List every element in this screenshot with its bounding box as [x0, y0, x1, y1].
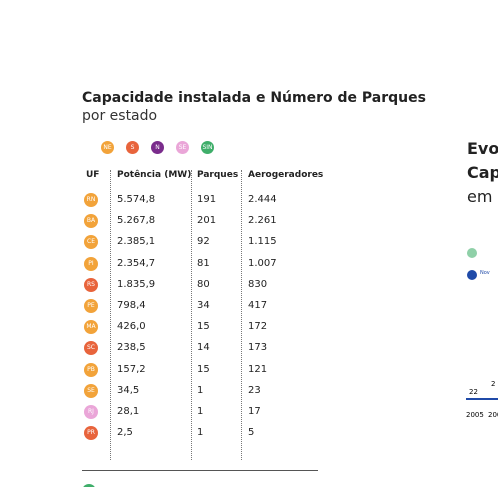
- table-cell: 34: [197, 300, 210, 311]
- table-cell: 15: [197, 321, 210, 333]
- state-badge: BA: [84, 214, 98, 229]
- column-separator: [241, 170, 242, 460]
- legend-marker: SIN: [201, 141, 214, 154]
- table-cell: 2.261: [248, 215, 277, 227]
- legend-dot: [467, 270, 477, 280]
- legend-marker: S: [126, 141, 139, 154]
- state-badge: SE: [84, 383, 98, 398]
- table-cell: 34,5: [117, 384, 140, 396]
- table-cell: 2.354,7: [117, 257, 156, 269]
- partial-icon: [82, 484, 96, 487]
- table-cell: 426,0: [117, 321, 146, 333]
- axis-line: [466, 398, 498, 400]
- table-cell: 2,5: [117, 427, 133, 439]
- table-cell: 81: [197, 257, 210, 269]
- state-badge: PI: [84, 256, 98, 271]
- table-cell: 5.574,8: [117, 194, 156, 205]
- table-cell: 157,2: [117, 363, 146, 375]
- table-cell: 1: [197, 406, 204, 417]
- table-cell: 92: [197, 236, 210, 248]
- subtitle: por estado: [82, 108, 158, 124]
- column-header: Aerogeradores: [248, 170, 324, 180]
- table-cell: 15: [197, 363, 210, 375]
- table-cell: 1: [197, 427, 204, 439]
- table-cell: 2.444: [248, 194, 277, 205]
- state-badge: PB: [84, 362, 98, 377]
- side-value: 22: [469, 388, 478, 396]
- table-cell: 17: [248, 406, 261, 417]
- side-value: 2: [491, 380, 496, 388]
- state-badge: RN: [84, 193, 98, 207]
- table-cell: 121: [248, 363, 268, 375]
- rule: [82, 470, 318, 471]
- table-cell: 80: [197, 278, 210, 290]
- state-badge: RJ: [84, 405, 98, 419]
- table-cell: 238,5: [117, 342, 146, 354]
- table-cell: 173: [248, 342, 268, 354]
- table-cell: 14: [197, 342, 210, 354]
- table-cell: 1.835,9: [117, 278, 156, 290]
- table-cell: 1.115: [248, 236, 277, 248]
- column-header: Potência (MW): [117, 170, 192, 180]
- side-legend: Nov: [480, 270, 490, 276]
- side-title: Evo: [467, 139, 498, 158]
- state-badge: SC: [84, 341, 98, 356]
- table-cell: 798,4: [117, 300, 146, 311]
- column-separator: [191, 170, 192, 460]
- legend-marker: NE: [101, 141, 114, 154]
- side-title: em: [467, 187, 493, 206]
- table-cell: 1.007: [248, 257, 277, 269]
- table-cell: 23: [248, 384, 261, 396]
- table-cell: 201: [197, 215, 217, 227]
- state-badge: RS: [84, 277, 98, 292]
- table-cell: 172: [248, 321, 268, 333]
- legend-marker: N: [151, 141, 164, 154]
- side-title: Cap: [467, 163, 498, 182]
- state-badge: CE: [84, 235, 98, 250]
- table-cell: 417: [248, 300, 268, 311]
- table-cell: 2.385,1: [117, 236, 156, 248]
- table-cell: 191: [197, 194, 217, 205]
- state-badge: PR: [84, 426, 98, 441]
- column-separator: [110, 170, 111, 460]
- table-cell: 28,1: [117, 406, 140, 417]
- title: Capacidade instalada e Número de Parques: [82, 90, 426, 106]
- table-cell: 1: [197, 384, 204, 396]
- legend-marker: SE: [176, 141, 189, 154]
- side-year: 2005: [466, 411, 484, 419]
- table-cell: 5.267,8: [117, 215, 156, 227]
- table-cell: 830: [248, 278, 268, 290]
- state-badge: PE: [84, 299, 98, 313]
- table-cell: 5: [248, 427, 255, 439]
- column-header: UF: [86, 170, 100, 180]
- legend-dot: [467, 248, 477, 258]
- state-badge: MA: [84, 320, 98, 335]
- side-year: 200: [488, 411, 498, 419]
- column-header: Parques: [197, 170, 239, 180]
